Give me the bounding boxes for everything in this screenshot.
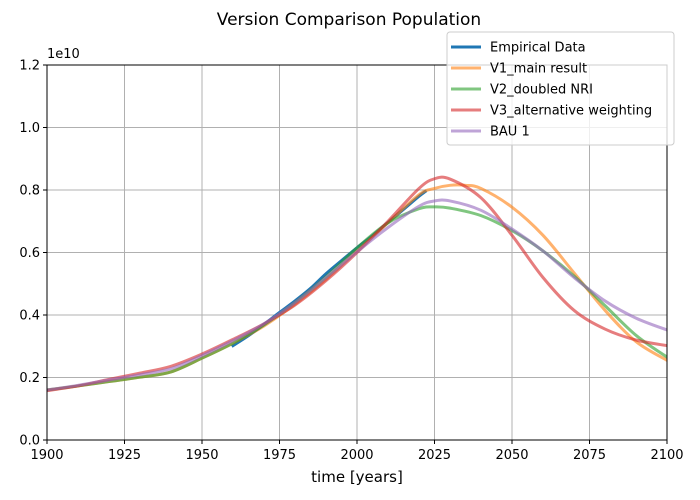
y-axis-offset-label: 1e10 <box>47 47 80 62</box>
x-tick-label: 2025 <box>418 448 451 463</box>
series-line-v3-alternative-weighting <box>47 175 667 393</box>
y-tick-label: 0.6 <box>19 246 40 261</box>
x-tick-label: 2000 <box>340 448 373 463</box>
x-tick-label: 1975 <box>263 448 296 463</box>
legend-label-empirical-data: Empirical Data <box>490 41 586 56</box>
y-tick-label: 1.2 <box>19 59 40 74</box>
series-line-bau-1 <box>47 198 667 392</box>
x-axis-label: time [years] <box>311 468 403 486</box>
x-tick-label: 2075 <box>573 448 606 463</box>
legend-box <box>446 31 675 146</box>
legend-label-v1-main-result: V1_main result <box>490 62 587 77</box>
legend-label-bau-1: BAU 1 <box>490 125 530 140</box>
series-lines <box>47 175 667 393</box>
x-tick-label: 2050 <box>495 448 528 463</box>
x-tick-label: 2100 <box>650 448 683 463</box>
chart-title: Version Comparison Population <box>217 10 481 30</box>
legend-label-v2-doubled-nri: V2_doubled NRI <box>490 83 593 98</box>
x-tick-label: 1900 <box>30 448 63 463</box>
y-tick-label: 1.0 <box>19 121 40 136</box>
x-tick-label: 1925 <box>108 448 141 463</box>
series-group <box>47 175 667 393</box>
y-tick-label: 0.0 <box>19 434 40 449</box>
axis-ticks: 1900 1925 1950 1975 2000 2025 2050 2075 2100 0.0 0… <box>19 59 683 464</box>
legend: Empirical Data V1_main result V2_doubled N… <box>446 31 675 146</box>
x-tick-label: 1950 <box>185 448 218 463</box>
y-tick-label: 0.2 <box>19 371 40 386</box>
y-tick-label: 0.4 <box>19 309 40 324</box>
y-tick-label: 0.8 <box>19 184 40 199</box>
legend-label-v3-alternative-weighting: V3_alternative weighting <box>490 104 652 119</box>
